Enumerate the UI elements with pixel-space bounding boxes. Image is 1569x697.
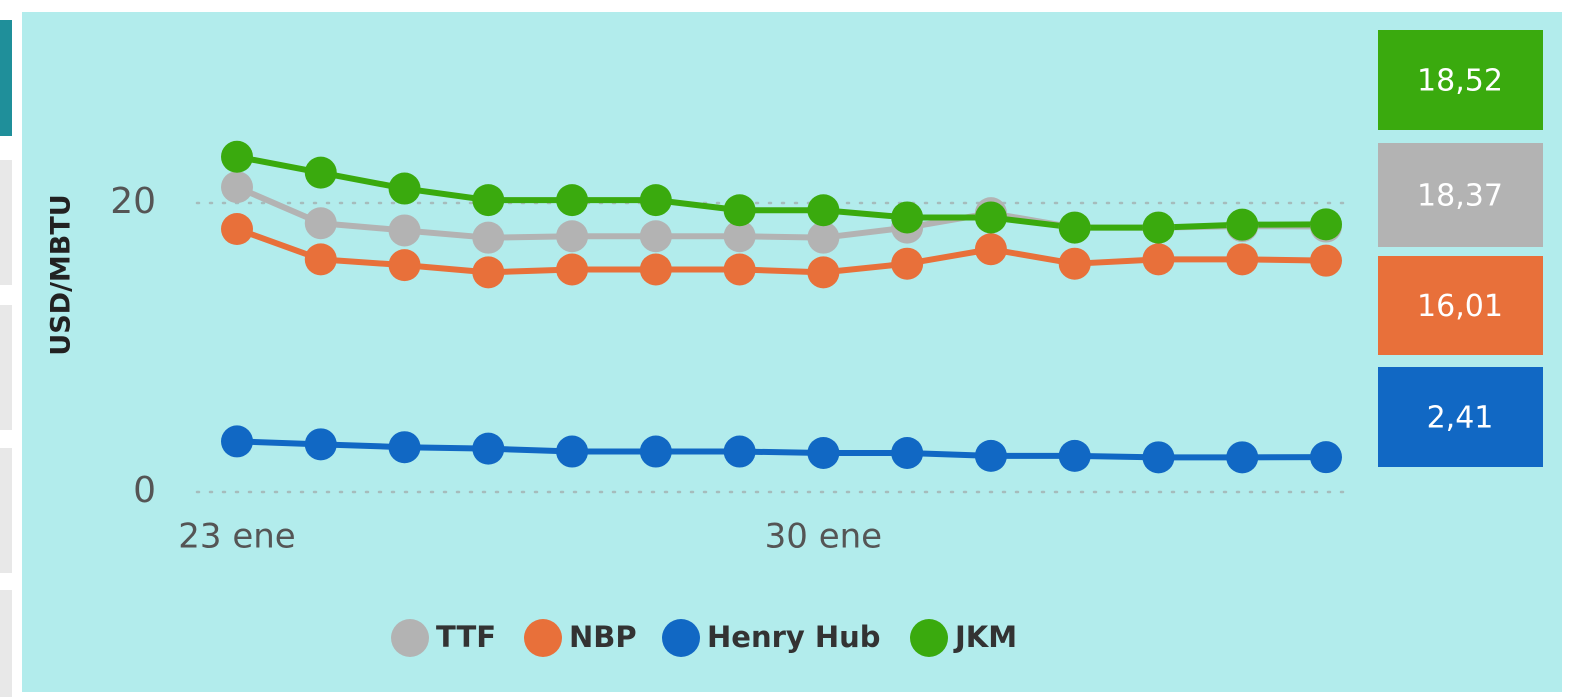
side-tab xyxy=(0,590,12,697)
legend-marker xyxy=(662,619,700,657)
legend-marker xyxy=(524,619,562,657)
side-tab xyxy=(0,160,12,285)
data-point xyxy=(472,184,505,217)
value-card xyxy=(1378,143,1543,247)
data-point xyxy=(807,221,840,254)
data-point xyxy=(1058,439,1091,472)
legend-label: NBP xyxy=(569,620,637,654)
data-point xyxy=(1310,208,1342,241)
data-point xyxy=(221,140,253,173)
value-card xyxy=(1378,256,1543,355)
data-point xyxy=(221,213,253,246)
data-point xyxy=(723,194,756,227)
value-card-label: 18,37 xyxy=(1417,179,1503,214)
side-tab xyxy=(0,448,12,573)
y-axis-label: USD/MBTU xyxy=(46,194,77,355)
data-point xyxy=(807,194,840,227)
data-point xyxy=(639,184,672,217)
legend-label: JKM xyxy=(953,620,1017,654)
legend-marker xyxy=(391,619,429,657)
data-point xyxy=(556,435,589,468)
side-tab xyxy=(0,20,12,136)
legend-marker xyxy=(910,619,948,657)
data-point xyxy=(556,184,589,217)
side-tab xyxy=(0,305,12,430)
data-point xyxy=(974,233,1007,266)
data-point xyxy=(974,201,1007,234)
data-point xyxy=(388,249,421,282)
x-tick-label: 23 ene xyxy=(178,517,295,557)
chart-background xyxy=(22,12,1562,692)
legend-label: TTF xyxy=(436,620,496,654)
x-tick-label: 30 ene xyxy=(765,517,882,557)
value-card xyxy=(1378,367,1543,467)
data-point xyxy=(891,201,924,234)
data-point xyxy=(974,439,1007,472)
legend-label: Henry Hub xyxy=(707,620,881,654)
data-point xyxy=(1058,247,1091,280)
data-point xyxy=(639,253,672,286)
y-tick-label: 20 xyxy=(110,181,156,222)
data-point xyxy=(388,431,421,464)
data-point xyxy=(1142,243,1175,276)
data-point xyxy=(1310,244,1342,277)
data-point xyxy=(304,243,337,276)
data-point xyxy=(472,256,505,289)
data-point xyxy=(556,253,589,286)
data-point xyxy=(807,256,840,289)
data-point xyxy=(807,436,840,469)
y-tick-label: 0 xyxy=(133,470,156,511)
data-point xyxy=(556,220,589,253)
data-point xyxy=(304,156,337,189)
data-point xyxy=(221,171,253,204)
data-point xyxy=(1142,211,1175,244)
data-point xyxy=(472,221,505,254)
data-point xyxy=(723,220,756,253)
data-point xyxy=(472,432,505,465)
data-point xyxy=(1226,243,1259,276)
data-point xyxy=(1142,441,1175,474)
data-point xyxy=(221,425,253,458)
data-point xyxy=(304,428,337,461)
data-point xyxy=(723,253,756,286)
value-card-label: 16,01 xyxy=(1417,289,1503,324)
data-point xyxy=(723,435,756,468)
data-point xyxy=(304,207,337,240)
value-card xyxy=(1378,30,1543,130)
value-card-label: 18,52 xyxy=(1417,64,1503,99)
data-point xyxy=(639,435,672,468)
data-point xyxy=(891,436,924,469)
data-point xyxy=(388,172,421,205)
data-point xyxy=(1310,441,1342,474)
data-point xyxy=(1226,441,1259,474)
data-point xyxy=(1058,211,1091,244)
value-card-label: 2,41 xyxy=(1427,401,1494,436)
data-point xyxy=(1226,208,1259,241)
data-point xyxy=(639,220,672,253)
data-point xyxy=(891,247,924,280)
data-point xyxy=(388,214,421,247)
